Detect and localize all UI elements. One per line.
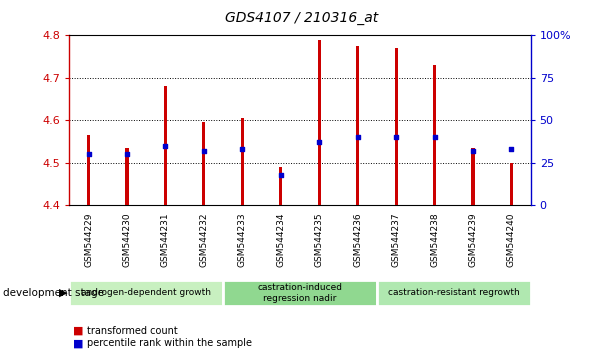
Text: GDS4107 / 210316_at: GDS4107 / 210316_at [225,11,378,25]
Text: GSM544235: GSM544235 [315,213,324,267]
Bar [356,46,359,205]
Text: castration-induced
regression nadir: castration-induced regression nadir [257,283,343,303]
Text: GSM544239: GSM544239 [469,213,478,267]
Point [238,147,247,152]
Text: GSM544236: GSM544236 [353,213,362,267]
Text: GSM544229: GSM544229 [84,213,93,267]
Text: GSM544231: GSM544231 [161,213,170,267]
Point [391,135,401,140]
Text: GSM544240: GSM544240 [507,213,516,267]
Text: GSM544232: GSM544232 [200,213,209,267]
Bar [433,65,436,205]
Bar [223,280,377,306]
Bar [510,163,513,205]
Bar [203,122,206,205]
Bar [241,118,244,205]
Point [430,135,440,140]
Bar [279,167,282,205]
Point [276,172,286,178]
Text: ■: ■ [73,326,84,336]
Bar [472,148,475,205]
Bar [69,280,223,306]
Point [314,139,324,145]
Text: percentile rank within the sample: percentile rank within the sample [87,338,253,348]
Point [507,147,516,152]
Point [160,143,170,149]
Bar [87,135,90,205]
Bar [125,148,128,205]
Point [353,135,362,140]
Bar [377,280,531,306]
Bar [318,40,321,205]
Point [468,148,478,154]
Bar [394,48,397,205]
Text: castration-resistant regrowth: castration-resistant regrowth [388,289,520,297]
Bar [164,86,167,205]
Text: androgen-dependent growth: androgen-dependent growth [81,289,211,297]
Text: GSM544237: GSM544237 [391,213,400,267]
Text: ▶: ▶ [59,288,68,298]
Text: transformed count: transformed count [87,326,178,336]
Text: ■: ■ [73,338,84,348]
Text: GSM544230: GSM544230 [122,213,131,267]
Text: GSM544234: GSM544234 [276,213,285,267]
Point [84,152,93,157]
Text: GSM544233: GSM544233 [238,213,247,267]
Text: GSM544238: GSM544238 [430,213,439,267]
Point [199,148,209,154]
Text: development stage: development stage [3,288,104,298]
Point [122,152,132,157]
